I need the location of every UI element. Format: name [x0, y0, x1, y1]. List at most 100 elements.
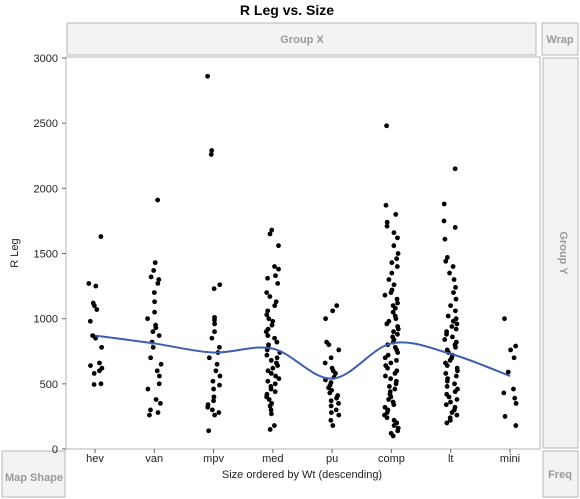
data-point — [513, 423, 519, 428]
data-point — [391, 230, 397, 236]
data-point — [272, 381, 278, 387]
data-point — [93, 283, 99, 289]
data-point — [328, 355, 334, 361]
data-point — [268, 407, 274, 413]
data-point — [208, 152, 214, 157]
data-point — [382, 355, 388, 361]
data-point — [449, 410, 455, 415]
data-point — [442, 236, 448, 242]
data-point — [451, 277, 457, 282]
data-point — [270, 318, 276, 324]
data-point — [212, 317, 217, 323]
data-point — [99, 344, 104, 350]
data-point — [505, 369, 511, 375]
data-point — [447, 270, 452, 276]
data-point — [272, 335, 277, 341]
data-point — [91, 303, 97, 309]
data-point — [98, 234, 104, 239]
data-point — [265, 275, 270, 281]
data-point — [148, 407, 153, 413]
smoother-layer — [94, 334, 511, 380]
data-point — [154, 368, 160, 374]
data-point — [322, 360, 328, 366]
data-point — [444, 420, 450, 426]
data-point — [336, 400, 341, 406]
data-point — [455, 368, 460, 374]
data-point — [87, 318, 93, 324]
x-tick-label: mini — [500, 453, 520, 465]
data-point — [392, 305, 398, 311]
data-point — [273, 273, 278, 279]
data-point — [384, 123, 390, 129]
wrap-zone[interactable] — [541, 22, 579, 56]
group-y-zone[interactable] — [542, 57, 579, 449]
data-point — [274, 339, 280, 345]
data-point — [512, 395, 518, 401]
data-point — [453, 373, 459, 379]
data-point — [156, 333, 162, 339]
data-point — [452, 381, 457, 387]
data-point — [502, 316, 507, 322]
map-shape-label: Map Shape — [5, 472, 63, 484]
data-point — [441, 201, 447, 207]
data-point — [211, 394, 217, 400]
data-point — [147, 412, 152, 418]
data-point — [152, 299, 158, 305]
group-x-zone[interactable] — [66, 22, 537, 56]
freq-zone[interactable] — [542, 450, 579, 498]
data-point — [386, 277, 392, 282]
group-x-label: Group X — [280, 34, 324, 46]
data-point — [334, 303, 340, 309]
data-point — [268, 386, 274, 392]
data-point — [212, 329, 217, 335]
data-point — [151, 290, 157, 295]
data-point — [393, 381, 399, 387]
data-point — [385, 365, 390, 371]
data-point — [151, 268, 157, 273]
plot-frame[interactable] — [65, 56, 541, 450]
data-point — [328, 410, 334, 415]
data-point — [97, 360, 102, 366]
y-axis-title: R Leg — [9, 238, 21, 267]
data-point — [391, 329, 396, 335]
data-point — [86, 281, 92, 286]
data-point — [448, 399, 453, 405]
y-tick-label: 500 — [40, 379, 58, 391]
data-point — [394, 256, 400, 262]
data-point — [209, 148, 215, 153]
data-point — [393, 212, 399, 217]
data-point — [444, 378, 450, 384]
data-point — [388, 376, 393, 382]
data-point — [513, 400, 519, 406]
data-point — [269, 411, 274, 417]
data-point — [263, 329, 269, 335]
data-point — [267, 294, 273, 299]
data-point — [443, 371, 449, 376]
data-point — [211, 386, 216, 392]
data-point — [388, 290, 394, 295]
data-point — [210, 378, 216, 384]
data-point — [444, 384, 450, 389]
data-point — [267, 231, 273, 237]
data-point — [213, 368, 219, 374]
x-tick-label: mpv — [203, 453, 224, 465]
data-point — [330, 308, 336, 314]
data-point — [150, 329, 156, 335]
data-point — [265, 378, 271, 384]
data-point — [449, 324, 455, 329]
data-point — [395, 350, 401, 355]
data-point — [395, 251, 401, 256]
data-point — [450, 318, 456, 324]
data-point — [390, 309, 396, 315]
x-axis: hev van mpv med pu comp lt mini — [86, 449, 520, 465]
data-point — [453, 284, 458, 290]
data-point — [94, 307, 100, 312]
data-point — [452, 389, 458, 395]
map-shape-zone[interactable] — [1, 450, 66, 498]
data-point — [451, 290, 456, 295]
x-tick-label: lt — [448, 453, 454, 465]
data-point — [266, 316, 272, 322]
data-point — [453, 326, 459, 332]
data-point — [382, 292, 388, 298]
